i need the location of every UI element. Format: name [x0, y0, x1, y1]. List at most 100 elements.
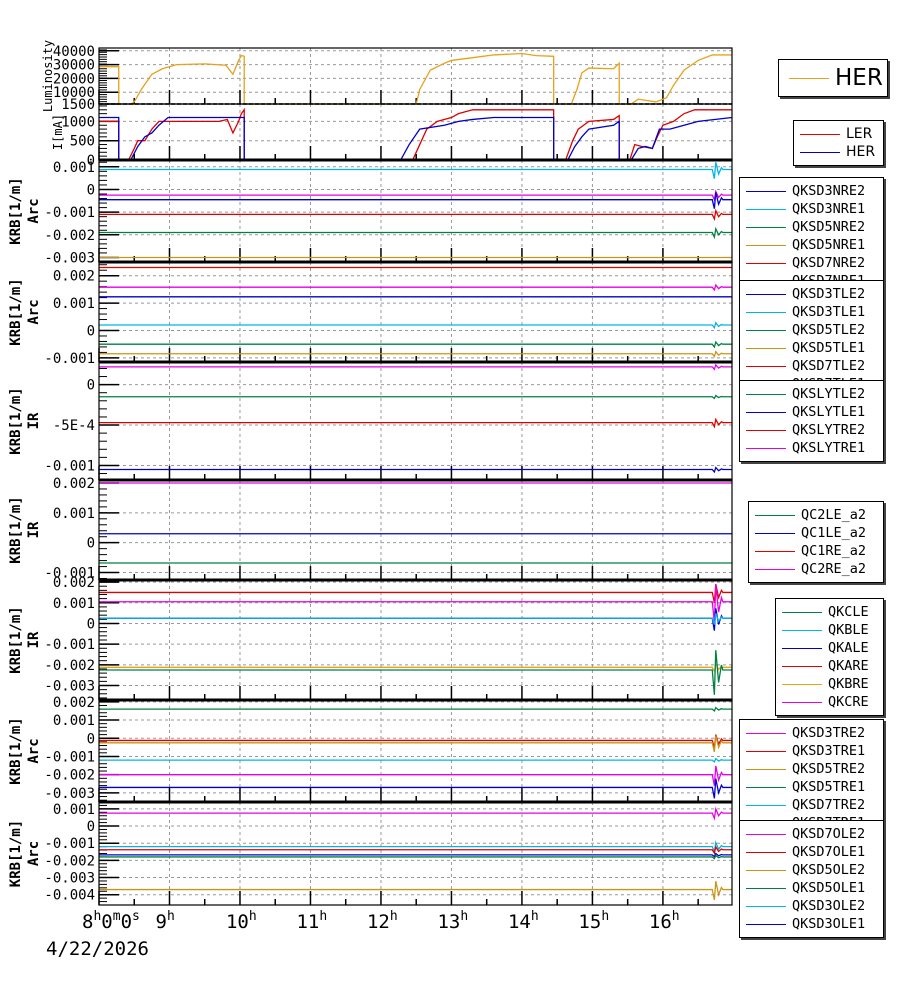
y-axis-sublabel: Arc [26, 299, 42, 324]
legend-label: QKSD5NRE1 [792, 237, 866, 253]
legend-entry: QKSD5OLE2 [740, 861, 879, 879]
legend-swatch [782, 665, 822, 667]
legend-label: QC2RE_a2 [801, 561, 867, 577]
legend-swatch [782, 683, 822, 685]
legend-label: QC2LE_a2 [801, 507, 867, 523]
y-tick-label: -0.001 [44, 351, 95, 367]
y-tick-label: 0.002 [53, 476, 95, 492]
legend-label: QKSD3OLE1 [792, 916, 866, 932]
legend-krb-arc-tre: QKSD3TRE2 QKSD3TRE1 QKSD5TRE2 QKSD5TRE1 QKSD… [739, 719, 884, 837]
legend-label: QKSLYTRE2 [792, 422, 866, 438]
y-tick-label: 0 [87, 731, 95, 747]
panel-krb-ir-qc: -0.001 0 0.001 0.002 KRB[1/m] IR [8, 476, 733, 582]
unit-sup: h [93, 909, 101, 924]
legend-swatch [746, 244, 786, 246]
series-QKALE [99, 608, 732, 631]
x-tick-label: 12h [367, 909, 398, 933]
legend-swatch [755, 532, 795, 534]
series-QKBLE [99, 613, 732, 625]
series-QKSD5TLE2 [99, 340, 732, 349]
unit-val: 0 [121, 911, 132, 933]
y-tick-label: -0.002 [44, 658, 95, 674]
legend-swatch [800, 151, 840, 153]
series-QKSD5OLE1 [99, 854, 732, 860]
series-QKSD7TLE1 [99, 283, 732, 292]
legend-swatch [746, 750, 786, 752]
y-axis-sublabel: Arc [26, 198, 42, 223]
legend-label: QC1LE_a2 [801, 525, 867, 541]
legend-label: LER [846, 126, 873, 142]
legend-entry: QKBLE [776, 621, 879, 639]
panel-frame [98, 159, 733, 263]
series-QKSLYTLE1 [99, 466, 732, 474]
legend-krb-arc-nre: QKSD3NRE2 QKSD3NRE1 QKSD5NRE2 QKSD5NRE1 QKSD… [739, 177, 884, 295]
panel-krb-arc-tre: -0.003 -0.002 -0.001 0 0.001 0.002 KRB[1/m] Arc [8, 695, 733, 803]
legend-label: QKSD3TLE2 [792, 286, 866, 302]
x-tick-label: 13h [437, 909, 468, 933]
legend-entry: QC2LE_a2 [749, 506, 879, 524]
unit-sup: h [390, 909, 398, 924]
series-QKSD3OLE1 [99, 852, 732, 858]
unit-val: 14 [508, 911, 531, 933]
x-tick-label: 8h0m0s [82, 909, 140, 933]
legend-label: QKSD5NRE2 [792, 219, 866, 235]
y-tick-label: 40000 [53, 44, 95, 60]
legend-entry: QKSD5TRE2 [740, 760, 879, 778]
legend-entry: QKSD3OLE1 [740, 915, 879, 933]
legend-label: QKSD5TRE2 [792, 761, 866, 777]
legend-swatch [746, 833, 786, 835]
y-tick-label: 1500 [61, 97, 95, 113]
legend-krb-ir-qk: QKCLE QKBLE QKALE QKARE QKBRE QKCRE [775, 598, 884, 716]
series-QKSD5TRE2 [99, 735, 732, 753]
series-QKSLYTRE2 [99, 417, 732, 429]
legend-entry: QKSD3OLE2 [740, 897, 879, 915]
x-tick-label: 14h [508, 909, 539, 933]
legend-entry: QKSD5TRE1 [740, 778, 879, 796]
y-axis-label: KRB[1/m] [8, 278, 24, 345]
legend-swatch [746, 851, 786, 853]
legend-swatch [746, 411, 786, 413]
legend-swatch [746, 365, 786, 367]
panel-krb-ir-sly: -0.001 -5E-4 0 KRB[1/m] IR [8, 360, 733, 481]
series-QKSD5NRE2 [99, 226, 732, 240]
y-tick-label: -0.002 [44, 768, 95, 784]
y-tick-label: -0.001 [44, 458, 95, 474]
legend-entry: QKSD3TLE1 [740, 303, 879, 321]
y-axis-sublabel: Arc [26, 738, 42, 763]
legend-swatch [782, 647, 822, 649]
legend-label: QKSLYTLE1 [792, 404, 866, 420]
legend-swatch [746, 393, 786, 395]
y-tick-label: 0.001 [53, 506, 95, 522]
y-axis-label: KRB[1/m] [8, 717, 24, 784]
legend-entry: QKSD7OLE2 [740, 825, 879, 843]
legend-label: QKCRE [828, 694, 869, 710]
series-QKSD5OLE2 [99, 881, 732, 900]
legend-label: QKSD3TLE1 [792, 304, 866, 320]
y-tick-label: 0 [87, 616, 95, 632]
legend-label: QKSLYTLE2 [792, 386, 866, 402]
series-QKSD3TLE1 [99, 321, 732, 330]
legend-label: QKSD5OLE2 [792, 862, 866, 878]
legend-swatch [746, 293, 786, 295]
y-tick-label: -0.002 [44, 853, 95, 869]
y-tick-label: 0 [87, 182, 95, 198]
panel-frame [98, 361, 733, 481]
unit-val: 13 [437, 911, 460, 933]
y-tick-label: 0 [87, 819, 95, 835]
unit-sup: s [132, 909, 140, 924]
series-QKSD7OLE1 [99, 845, 732, 855]
y-tick-label: 30000 [53, 58, 95, 74]
y-tick-label: 0.001 [53, 596, 95, 612]
series-QKSD3NRE2 [99, 192, 732, 209]
x-tick-label: 15h [578, 909, 609, 933]
y-tick-label: -0.002 [44, 228, 95, 244]
legend-swatch [746, 447, 786, 449]
y-tick-label: -0.001 [44, 836, 95, 852]
legend-entry: QKSD3NRE1 [740, 200, 879, 218]
panel-frame [98, 699, 733, 803]
series-QKSD3NRE1 [99, 162, 732, 179]
series-QKSD3OLE2 [99, 840, 732, 855]
legend-label: QKSD5TRE1 [792, 779, 866, 795]
legend-entry: QKSD3TRE2 [740, 724, 879, 742]
